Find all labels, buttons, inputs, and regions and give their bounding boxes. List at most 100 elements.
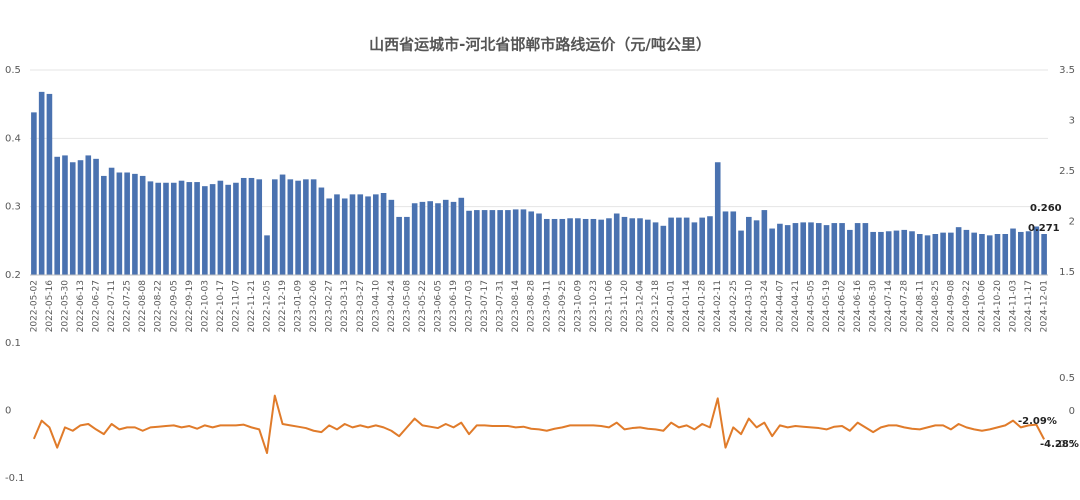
bar [707, 216, 713, 275]
bar [1033, 226, 1040, 275]
x-tick-label: 2023-07-03 [465, 280, 475, 332]
x-tick-label: 2022-11-07 [231, 280, 241, 332]
bar [753, 220, 760, 275]
x-tick-label: 2023-11-06 [604, 280, 614, 333]
y-tick-label: 0.3 [5, 202, 21, 213]
bar [730, 211, 737, 275]
bar [108, 167, 115, 275]
x-tick-label: 2023-12-18 [651, 280, 661, 333]
bar [839, 223, 845, 275]
bar [225, 184, 231, 275]
x-tick-label: 2022-05-02 [29, 280, 39, 332]
bar [637, 218, 643, 275]
bar [808, 222, 814, 275]
bar [303, 179, 309, 275]
bar [62, 155, 68, 275]
x-tick-label: 2022-07-11 [107, 280, 117, 332]
bar [326, 198, 332, 275]
x-tick-label: 2022-11-21 [247, 280, 257, 332]
x-tick-label: 2023-02-06 [309, 280, 319, 333]
x-tick-label: 2023-11-20 [620, 280, 630, 333]
bar [357, 194, 364, 275]
bar [714, 162, 721, 275]
bar [54, 156, 60, 275]
x-tick-label: 2022-06-27 [92, 280, 102, 332]
bar [777, 223, 783, 275]
x-tick-label: 2022-05-16 [45, 280, 55, 333]
bar [85, 155, 92, 275]
bar [676, 217, 682, 275]
bar [870, 231, 876, 275]
bar [621, 216, 628, 275]
y-tick-label: 0 [5, 406, 11, 417]
bar [885, 231, 892, 275]
x-tick-label: 2024-05-05 [806, 280, 816, 332]
bar [481, 210, 488, 275]
bar [1010, 228, 1016, 275]
bar [769, 228, 775, 275]
x-tick-label: 2022-08-08 [138, 280, 148, 333]
bar [722, 211, 729, 275]
x-tick-label: 2023-05-22 [418, 280, 428, 332]
bar [411, 203, 418, 275]
x-tick-label: 2024-06-02 [838, 280, 848, 332]
bar [264, 235, 270, 275]
bar [784, 225, 791, 275]
bar [644, 219, 651, 275]
x-tick-label: 2024-07-14 [884, 280, 894, 333]
bar [598, 219, 604, 275]
bar [800, 222, 807, 275]
bar [652, 222, 659, 275]
bar [668, 217, 674, 275]
bar [248, 177, 255, 275]
bar [163, 182, 169, 275]
bar [93, 158, 99, 275]
x-tick-label: 2023-10-23 [589, 280, 599, 332]
bar [916, 234, 923, 275]
bar [458, 197, 465, 275]
bar [691, 222, 698, 275]
y2-tick-label: 2 [1069, 217, 1075, 228]
bar [901, 229, 908, 275]
bar [512, 209, 519, 275]
x-tick-label: 2022-09-05 [169, 280, 179, 332]
bar [505, 210, 511, 275]
x-tick-label: 2024-08-11 [915, 280, 925, 332]
x-tick-label: 2023-07-31 [496, 280, 506, 332]
x-tick-label: 2022-10-17 [216, 280, 226, 332]
x-tick-label: 2024-08-25 [931, 280, 941, 332]
annotation: -2.09% [1018, 416, 1057, 427]
bar [101, 175, 107, 275]
y2-tick-label: 3.5 [1059, 65, 1075, 76]
x-tick-label: 2024-11-17 [1024, 280, 1034, 332]
bar [940, 232, 946, 275]
bar [116, 172, 123, 275]
x-tick-label: 2022-07-25 [123, 280, 133, 332]
bar [986, 235, 993, 275]
bar [606, 218, 612, 275]
bar [823, 225, 830, 275]
bar [132, 173, 138, 275]
y-tick-label: 0.4 [5, 133, 21, 144]
bar [683, 217, 690, 275]
x-tick-label: 2024-01-28 [698, 280, 708, 333]
x-tick-label: 2022-06-13 [76, 280, 86, 332]
bar [279, 174, 286, 275]
bar [341, 198, 348, 275]
bar [575, 218, 581, 275]
x-tick-label: 2024-01-01 [667, 280, 677, 332]
y2-tick-label: 2.5 [1059, 166, 1075, 177]
bar [520, 209, 527, 275]
bar [466, 210, 472, 275]
x-tick-label: 2024-11-03 [1009, 280, 1019, 332]
bar [287, 179, 294, 275]
x-tick-label: 2024-06-30 [869, 280, 879, 333]
bar [69, 162, 76, 275]
x-tick-label: 2022-10-03 [200, 280, 210, 332]
bar [186, 182, 193, 275]
bar [854, 223, 861, 275]
bar [209, 184, 216, 275]
bar [559, 218, 566, 275]
bar [948, 232, 954, 275]
